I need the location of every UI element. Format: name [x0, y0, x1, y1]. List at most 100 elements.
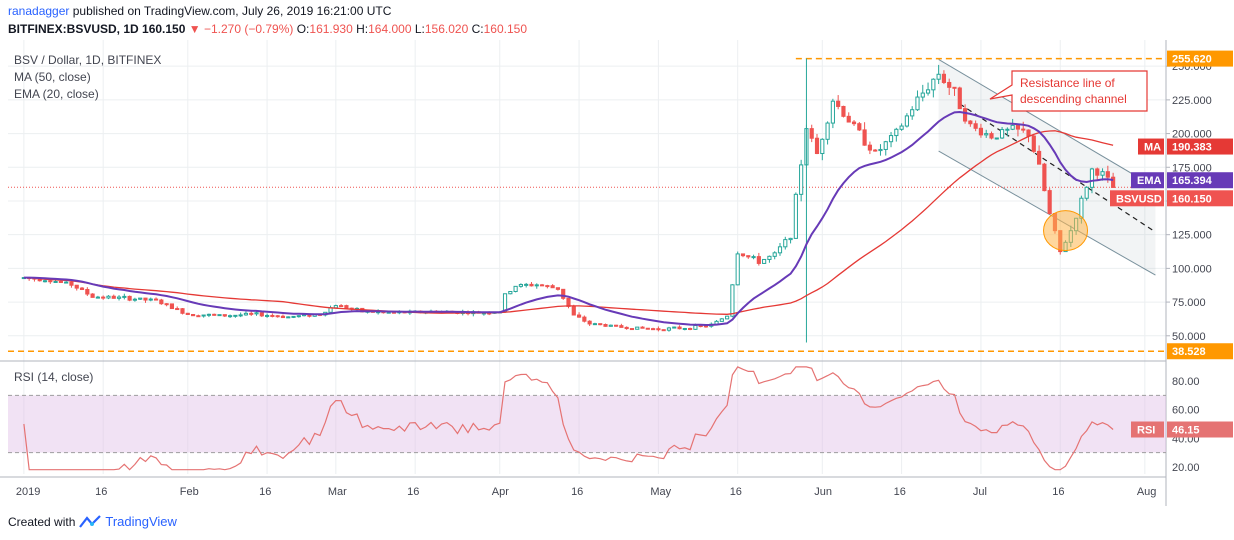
candle-down[interactable]: [651, 328, 656, 331]
candle-up[interactable]: [116, 296, 122, 299]
candle-down[interactable]: [259, 312, 264, 317]
candle-up[interactable]: [243, 312, 249, 316]
candle-down[interactable]: [159, 299, 164, 305]
candle-down[interactable]: [624, 326, 629, 330]
candle-up[interactable]: [666, 327, 672, 331]
candle-down[interactable]: [539, 284, 545, 287]
candle-down[interactable]: [143, 297, 148, 301]
candle-down[interactable]: [619, 325, 624, 328]
ma-legend[interactable]: MA (50, close): [14, 70, 91, 84]
candle-down[interactable]: [677, 326, 682, 330]
candle-down[interactable]: [1026, 129, 1031, 137]
candle-down[interactable]: [58, 280, 63, 283]
candle-down[interactable]: [841, 105, 846, 117]
channel-support-line[interactable]: [938, 150, 1156, 276]
candle-up[interactable]: [296, 315, 301, 318]
candle-down[interactable]: [190, 313, 196, 317]
candle-down[interactable]: [212, 313, 217, 316]
candle-down[interactable]: [1015, 124, 1021, 130]
candle-up[interactable]: [904, 115, 909, 127]
candle-up[interactable]: [1010, 124, 1015, 130]
candle-up[interactable]: [783, 239, 788, 248]
candle-down[interactable]: [249, 312, 254, 315]
candle-up[interactable]: [984, 133, 989, 136]
candle-down[interactable]: [1105, 171, 1110, 178]
candle-down[interactable]: [185, 312, 190, 315]
bottom-highlight-ellipse[interactable]: [1043, 210, 1089, 252]
candle-down[interactable]: [746, 255, 751, 258]
candle-down[interactable]: [613, 324, 619, 327]
candle-up[interactable]: [820, 138, 825, 155]
candle-down[interactable]: [69, 281, 74, 286]
candle-up[interactable]: [1005, 128, 1010, 131]
candle-down[interactable]: [756, 256, 761, 264]
candle-up[interactable]: [772, 252, 777, 257]
candle-up[interactable]: [132, 298, 137, 301]
candle-up[interactable]: [762, 258, 767, 264]
candle-down[interactable]: [867, 144, 872, 151]
candle-up[interactable]: [333, 305, 338, 309]
candle-down[interactable]: [164, 303, 169, 306]
candle-down[interactable]: [529, 283, 534, 287]
candle-down[interactable]: [1047, 190, 1052, 215]
author-link[interactable]: ranadagger: [8, 4, 70, 18]
candle-up[interactable]: [148, 298, 153, 301]
candle-up[interactable]: [608, 324, 613, 327]
candle-down[interactable]: [952, 86, 957, 89]
candle-down[interactable]: [656, 328, 661, 331]
candle-up[interactable]: [725, 315, 730, 320]
candle-up[interactable]: [719, 318, 724, 322]
candle-down[interactable]: [1111, 176, 1116, 188]
candle-up[interactable]: [799, 164, 804, 195]
candle-up[interactable]: [53, 280, 58, 283]
candle-up[interactable]: [735, 253, 740, 286]
candle-up[interactable]: [730, 284, 735, 317]
candle-down[interactable]: [222, 314, 227, 317]
candle-up[interactable]: [878, 148, 883, 152]
candle-down[interactable]: [1031, 135, 1036, 152]
candle-down[interactable]: [175, 308, 180, 311]
candle-up[interactable]: [910, 109, 915, 117]
candle-down[interactable]: [550, 285, 555, 289]
candle-down[interactable]: [280, 315, 286, 319]
candle-down[interactable]: [947, 81, 952, 88]
candle-up[interactable]: [227, 315, 233, 318]
channel-resistance-line[interactable]: [938, 59, 1156, 188]
rsi-line[interactable]: [23, 366, 1114, 471]
candle-down[interactable]: [645, 327, 650, 330]
candle-up[interactable]: [217, 314, 222, 317]
candle-down[interactable]: [339, 305, 344, 308]
candle-up[interactable]: [693, 325, 698, 330]
time-axis[interactable]: 2019 16 Feb 16 Mar 16 Apr 16 May 16 Jun 16 Jul 16 Aug: [16, 486, 1157, 498]
candle-up[interactable]: [254, 312, 259, 315]
candle-up[interactable]: [265, 314, 270, 317]
candle-down[interactable]: [79, 287, 85, 290]
candle-down[interactable]: [1021, 128, 1026, 131]
candle-up[interactable]: [534, 284, 539, 287]
candle-down[interactable]: [576, 314, 582, 318]
candle-up[interactable]: [915, 96, 920, 111]
candle-down[interactable]: [169, 303, 175, 310]
candle-down[interactable]: [957, 87, 962, 110]
tradingview-brand-link[interactable]: TradingView: [105, 514, 177, 529]
candle-up[interactable]: [825, 122, 830, 140]
candle-down[interactable]: [740, 253, 746, 257]
candle-up[interactable]: [64, 281, 69, 284]
candle-up[interactable]: [767, 255, 772, 260]
candle-down[interactable]: [851, 121, 857, 125]
candle-up[interactable]: [999, 129, 1005, 139]
candle-down[interactable]: [661, 329, 666, 332]
candle-up[interactable]: [994, 137, 999, 140]
candle-up[interactable]: [286, 316, 291, 319]
candle-up[interactable]: [899, 125, 904, 130]
candle-up[interactable]: [1100, 171, 1105, 176]
candle-up[interactable]: [291, 315, 296, 318]
candle-up[interactable]: [883, 141, 888, 150]
candle-up[interactable]: [931, 78, 936, 91]
candle-down[interactable]: [101, 296, 106, 299]
candle-down[interactable]: [555, 287, 561, 290]
candle-down[interactable]: [989, 133, 994, 139]
candle-down[interactable]: [836, 100, 841, 107]
candle-down[interactable]: [978, 127, 984, 136]
candle-up[interactable]: [106, 295, 111, 299]
